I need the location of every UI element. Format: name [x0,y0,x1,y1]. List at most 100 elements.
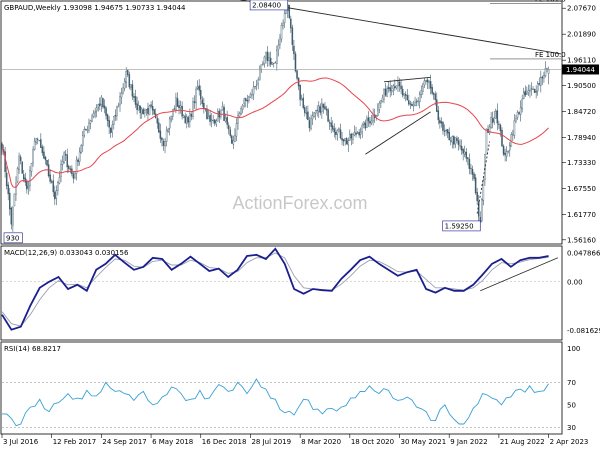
candle [41,146,44,154]
candle [64,153,67,156]
candle [304,107,306,113]
candle [113,116,115,125]
candle [418,94,421,103]
rsi-tick-label: 100 [567,345,580,353]
macd-plot [1,247,561,331]
candle [19,156,22,162]
date-tick-label: 28 Jul 2019 [251,438,291,446]
date-tick-label: 12 Feb 2017 [53,438,97,446]
candle [280,25,283,40]
date-tick-label: 30 May 2021 [401,438,447,446]
candle [213,119,216,124]
date-tick-label: 9 Jan 2022 [450,438,488,446]
candle [144,110,146,114]
candle [331,125,334,130]
candle [99,103,101,107]
candle [40,139,42,148]
candle [207,116,210,120]
candle [495,110,497,119]
candle [50,181,53,183]
candle [176,98,179,107]
candle [501,130,503,147]
candle [123,80,126,89]
candle [151,106,154,111]
candle [361,124,363,132]
candle [378,102,381,110]
candle [347,140,350,146]
candle [457,140,460,145]
candle [505,151,508,157]
candle [179,105,182,108]
candle [380,100,382,104]
candle [36,138,39,140]
candle [403,93,405,96]
candle [518,112,520,115]
candle [148,105,151,116]
candle [220,109,222,117]
candle [241,104,244,110]
candle [178,105,180,109]
moving-average-line [1,77,549,188]
date-tick-label: 8 Mar 2020 [301,438,341,446]
candle [249,94,252,98]
candle [313,112,315,117]
candle [10,207,13,225]
candle [288,4,291,18]
candle [314,110,317,114]
candle [319,106,322,113]
candle [263,56,266,65]
candle [302,97,304,108]
macd-trend-line [480,257,559,292]
candle [423,80,426,86]
candle [52,180,54,193]
candle [358,131,360,136]
rsi-tick-label: 50 [567,401,576,409]
candle [119,96,121,106]
candle [269,57,272,65]
date-tick-label: 6 May 2018 [152,438,193,446]
candle [521,98,523,109]
candle [324,106,326,110]
candle [451,136,454,143]
candle [434,93,436,101]
candle [529,89,531,92]
candle [147,107,149,114]
candle [465,152,468,159]
candle [429,81,432,89]
candle [412,104,415,107]
price-tick-label: 1.78940 [567,134,596,142]
candle [103,105,106,109]
candle [134,96,137,105]
candle [97,104,100,108]
candle [159,130,162,139]
candle [68,165,70,169]
candle [335,132,337,135]
price-annotation: 1.59250 [445,222,474,230]
macd-tick-label: -0.081629 [567,327,600,335]
candle [215,120,218,125]
candle [58,177,61,184]
candle [375,115,377,118]
candle [344,137,346,141]
candle [120,92,123,98]
candle [74,173,76,178]
candle [161,137,163,141]
candle [512,134,514,136]
candle [29,170,31,186]
candle [60,164,62,177]
candle [440,121,443,124]
candle [106,114,109,121]
candle [481,199,483,222]
candle [431,87,433,94]
candle [377,109,379,116]
candle [92,112,95,117]
candle [61,161,64,165]
candle [206,108,208,120]
candle [168,118,171,129]
trend-line [383,76,431,83]
candle [401,88,404,96]
candle [473,173,475,179]
candle [172,109,174,117]
candle [290,18,292,29]
candle [254,85,256,88]
